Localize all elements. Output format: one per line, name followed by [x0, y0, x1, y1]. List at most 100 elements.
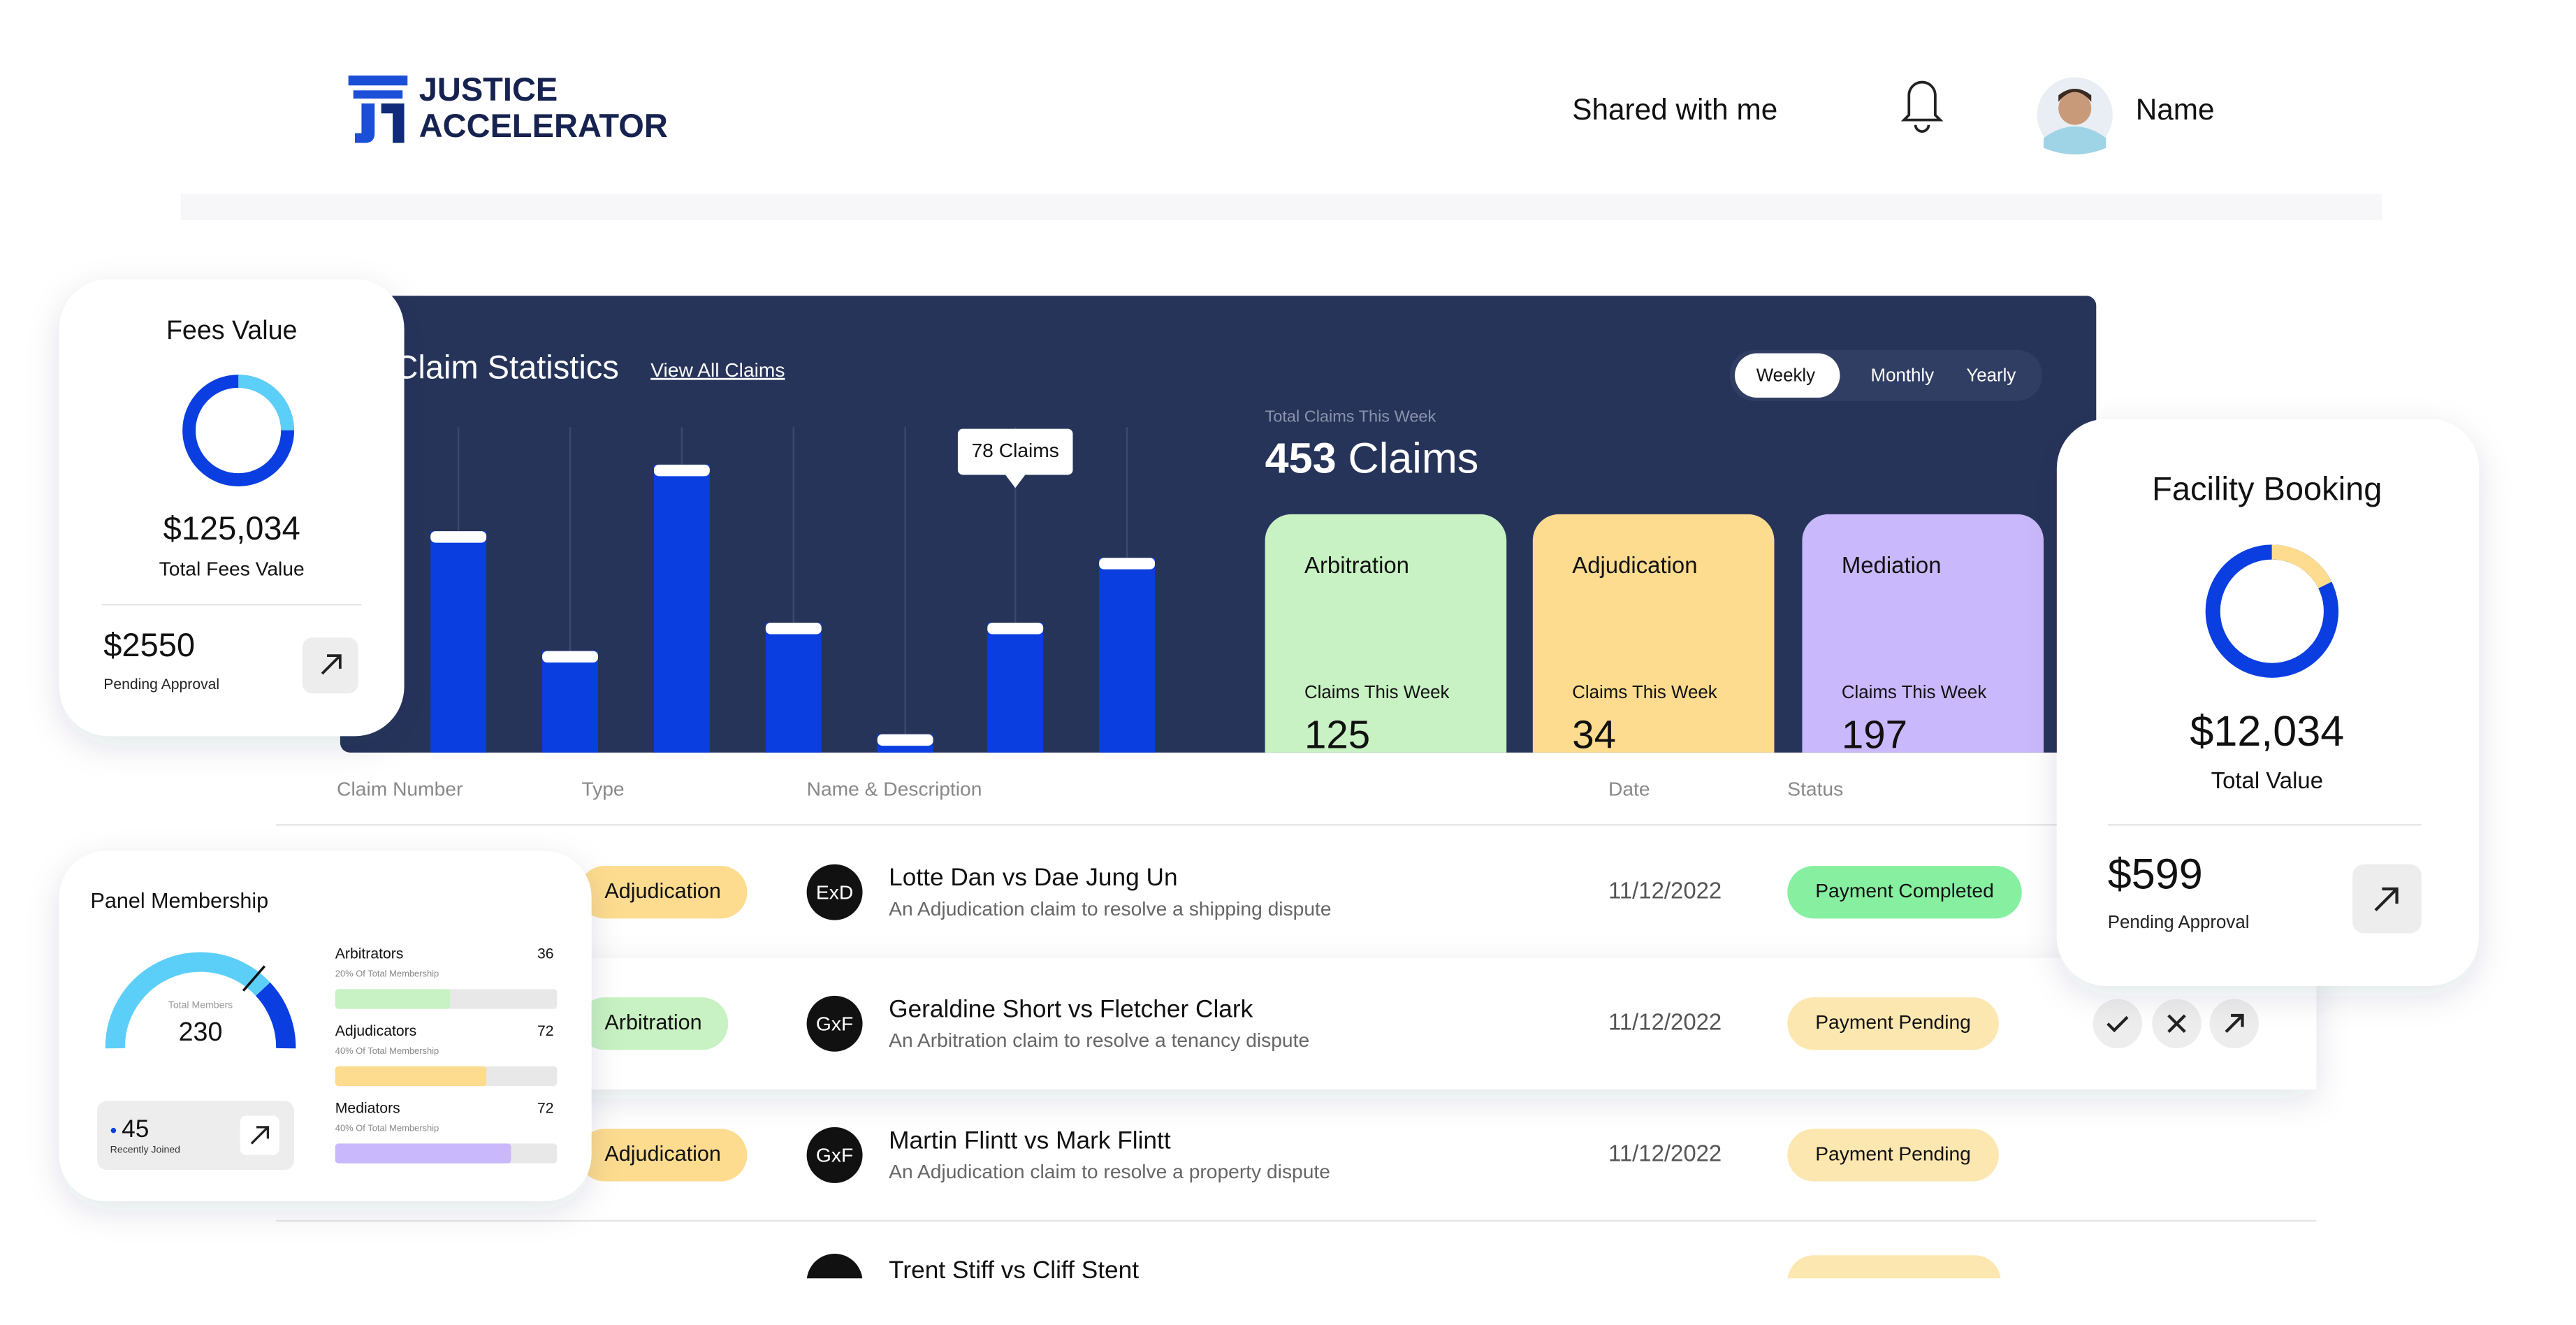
initials: ExD — [816, 881, 853, 904]
column-header: Name & Description — [807, 777, 982, 799]
total-label: Total Claims This Week — [1265, 407, 1436, 425]
tooltip-arrow — [1005, 475, 1026, 488]
claim-date: 11/12/2022 — [1608, 877, 1722, 903]
initials-avatar — [806, 864, 863, 920]
card-title: Facility Booking — [2152, 470, 2382, 507]
tab[interactable]: Weekly — [1756, 365, 1815, 385]
status-label: Payment Completed — [1815, 879, 1994, 902]
dot — [110, 1127, 117, 1134]
column-header: Status — [1787, 777, 1843, 799]
arrow-icon — [321, 654, 342, 675]
bar — [987, 623, 1044, 753]
initials-avatar — [806, 995, 863, 1052]
gauge-needle — [242, 965, 266, 992]
gauge-value: 230 — [179, 1017, 223, 1046]
bar — [1099, 558, 1156, 753]
status-pill — [1787, 866, 2022, 919]
type-label: Adjudication — [604, 879, 720, 903]
bar-cap — [1099, 558, 1156, 570]
total-unit: Claims — [1348, 435, 1479, 482]
claims-table: Claim Number Type Name & Description Date St… — [276, 777, 2317, 1284]
pending-label: Pending Approval — [103, 676, 219, 693]
donut-segment — [2205, 544, 2339, 678]
tab[interactable]: Yearly — [1966, 365, 2016, 385]
gauge-label: Total Members — [168, 999, 233, 1011]
group-count: 72 — [537, 1023, 554, 1039]
view-all-link[interactable]: View All Claims — [650, 359, 785, 381]
type-pill — [578, 997, 729, 1050]
shared-link[interactable]: Shared with me — [1572, 93, 1777, 126]
card-title: Adjudication — [1572, 552, 1697, 578]
fees-card: Fees Value $125,034 Total Fees Value $25… — [59, 279, 405, 737]
claim-name: Trent Stiff vs Cliff Stent — [889, 1257, 1139, 1284]
claim-description: An Adjudication claim to resolve a shipp… — [889, 897, 1331, 920]
group-name: Adjudicators — [335, 1023, 416, 1039]
type-pill — [578, 1129, 748, 1182]
bar-cap — [430, 531, 487, 543]
claim-name: Martin Flintt vs Mark Flintt — [889, 1127, 1171, 1154]
group-name: Mediators — [335, 1101, 400, 1117]
bar-cap — [765, 623, 822, 635]
donut-segment — [182, 375, 295, 486]
gauge-arc — [105, 952, 270, 1049]
user-name[interactable]: Name — [2136, 93, 2215, 126]
bar — [765, 623, 822, 753]
claim-date: 11/12/2022 — [1608, 1141, 1722, 1166]
pending-label: Pending Approval — [2108, 913, 2250, 932]
claim-date: 11/12/2022 — [1608, 1008, 1722, 1034]
bar-cap — [653, 464, 710, 477]
total-claims: 453 Claims — [1265, 435, 1479, 482]
group-count: 36 — [537, 946, 554, 962]
column-header: Type — [581, 777, 624, 799]
card-title: Panel Membership — [90, 889, 268, 913]
pending: $2550 — [103, 626, 195, 663]
header-shadow — [180, 194, 2382, 221]
group-count: 72 — [537, 1101, 554, 1117]
approve-button[interactable] — [2093, 999, 2143, 1049]
card-title: Arbitration — [1304, 552, 1409, 578]
arrow-icon — [250, 1126, 270, 1145]
group-name: Arbitrators — [335, 946, 404, 962]
column-header: Claim Number — [337, 777, 463, 799]
initials: GxF — [816, 1144, 853, 1166]
logo-icon — [348, 75, 408, 143]
avatar[interactable] — [2037, 77, 2113, 155]
status-label: Payment Pending — [1815, 1011, 1971, 1033]
card — [59, 279, 405, 737]
initials-avatar — [806, 1253, 863, 1279]
tab[interactable]: Monthly — [1871, 365, 1935, 385]
header: JUSTICE ACCELERATOR Shared with me Name — [180, 71, 2382, 221]
pending: $599 — [2108, 850, 2203, 898]
card-value: 125 — [1304, 713, 1370, 757]
total-value: 453 — [1265, 435, 1337, 482]
bell-icon[interactable] — [1900, 80, 1944, 133]
tooltip-text: 78 Claims — [972, 439, 1059, 461]
claim-name: Geraldine Short vs Fletcher Clark — [889, 995, 1253, 1022]
bar — [430, 531, 487, 753]
status-label: Payment Pending — [1815, 1142, 1971, 1164]
claim-statistics: Claim Statistics View All Claims Weekly … — [340, 296, 2097, 757]
claim-card — [1802, 514, 2044, 753]
bar — [542, 651, 598, 753]
bar — [653, 464, 710, 753]
card-value: 197 — [1842, 713, 1907, 757]
column-header: Date — [1608, 777, 1650, 799]
group-share: 20% Of Total Membership — [335, 969, 439, 979]
type-pill — [578, 866, 748, 919]
claim-description: An Arbitration claim to resolve a tenanc… — [889, 1029, 1309, 1051]
card-label: Claims This Week — [1842, 683, 1986, 702]
bar-cap — [987, 623, 1044, 635]
panel-membership-card: Panel Membership Total Members 230 45 Re… — [59, 850, 592, 1201]
group-share: 40% Of Total Membership — [335, 1045, 439, 1056]
row-actions — [2093, 999, 2260, 1049]
stats-title: Claim Statistics — [394, 348, 618, 385]
initials: GxF — [816, 1013, 853, 1035]
amount: $125,034 — [163, 509, 300, 546]
claim-description: An Adjudication claim to resolve a prope… — [889, 1160, 1330, 1182]
card-title: Mediation — [1842, 552, 1942, 578]
logo-text: JUSTICE — [419, 71, 558, 108]
card-value: 34 — [1572, 713, 1616, 757]
arrow-icon — [2374, 887, 2399, 912]
